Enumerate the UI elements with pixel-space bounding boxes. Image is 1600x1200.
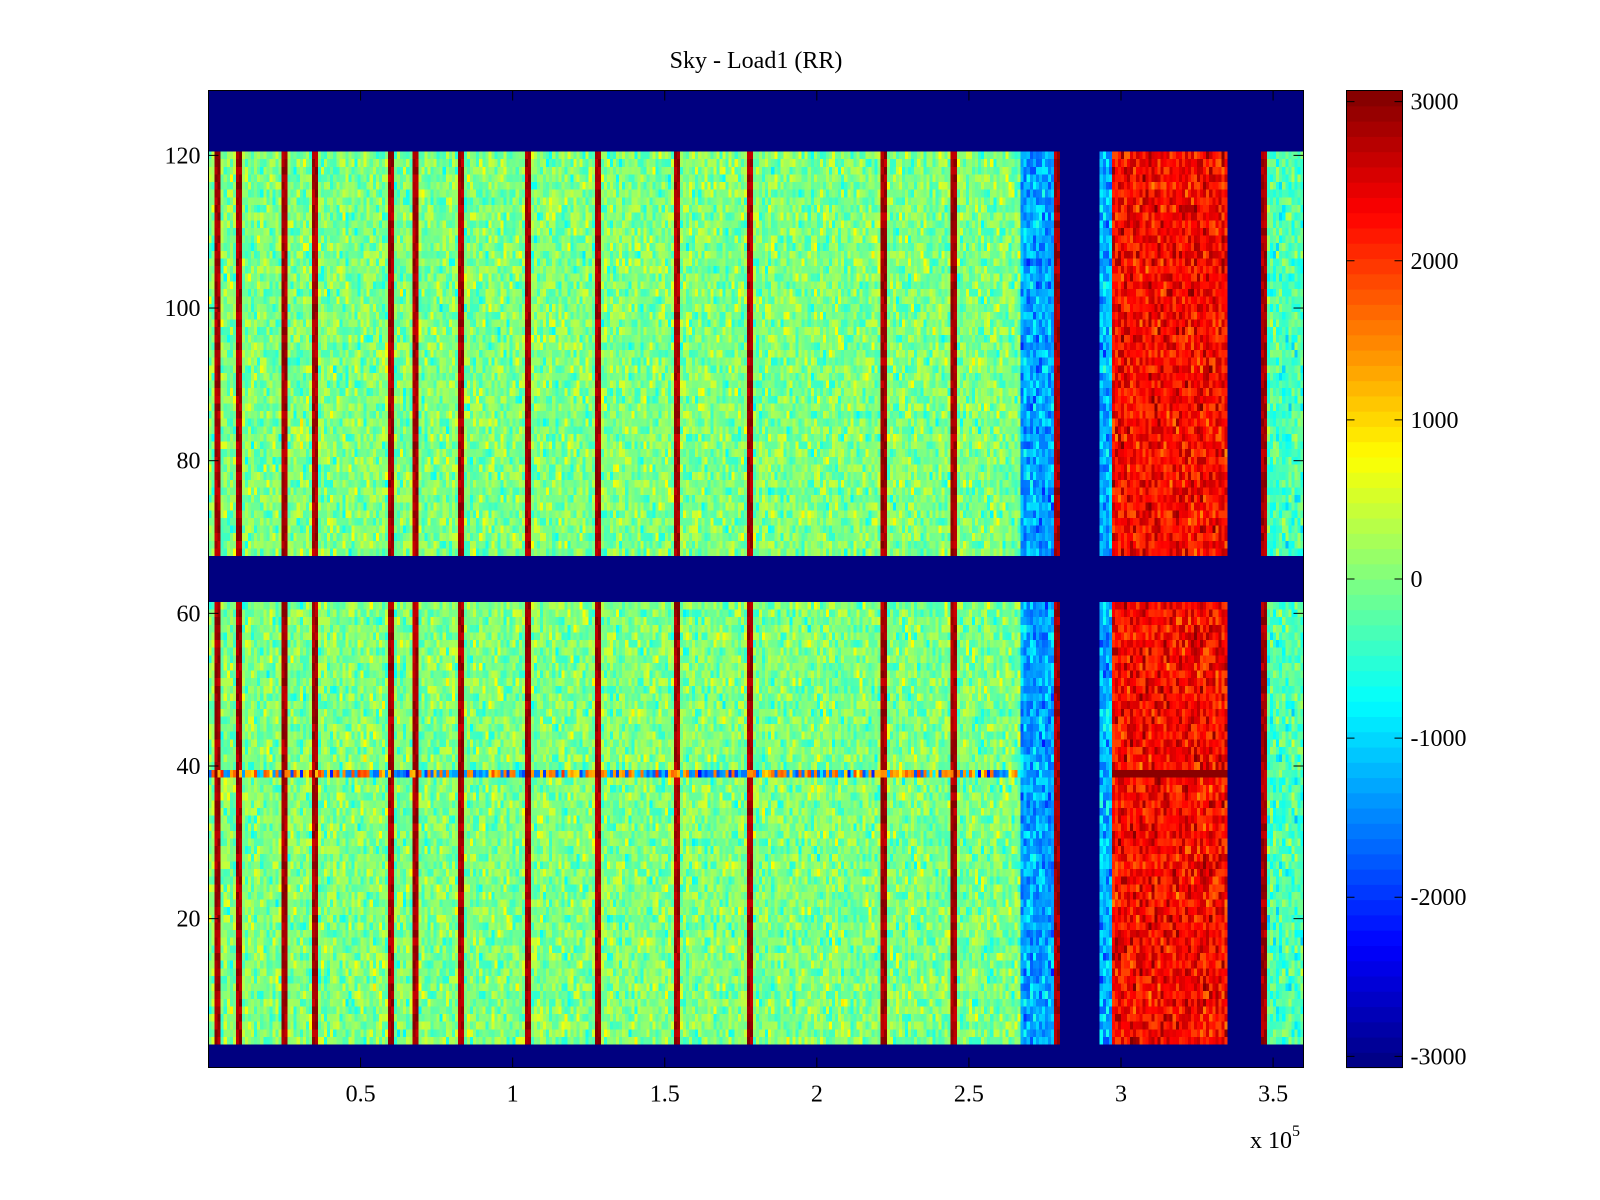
colorbar-swatch — [1346, 166, 1403, 183]
heatmap-cells — [208, 90, 1304, 1068]
colorbar-swatch — [1346, 548, 1403, 565]
colorbar-swatch — [1346, 334, 1403, 351]
colorbar-swatch — [1346, 746, 1403, 763]
colorbar-tick-label: 2000 — [1411, 249, 1459, 275]
colorbar-swatch — [1346, 441, 1403, 458]
colorbar-tick-label: 0 — [1411, 567, 1423, 593]
colorbar-swatch — [1346, 380, 1403, 397]
colorbar-swatch — [1346, 426, 1403, 443]
colorbar-swatch — [1346, 823, 1403, 840]
colorbar-swatch — [1346, 899, 1403, 916]
colorbar-swatch — [1346, 273, 1403, 290]
colorbar-swatch — [1346, 838, 1403, 855]
colorbar-swatch — [1346, 975, 1403, 992]
colorbar-swatch — [1346, 945, 1403, 962]
colorbar-swatch — [1346, 350, 1403, 366]
colorbar-swatch — [1346, 609, 1403, 626]
colorbar-tick-label: -2000 — [1411, 885, 1467, 911]
colorbar-swatch — [1346, 288, 1403, 305]
colorbar-swatch — [1346, 792, 1403, 809]
x-tick-label: 1 — [507, 1082, 519, 1108]
colorbar-swatch — [1346, 701, 1403, 717]
x-tick-label: 2.5 — [954, 1082, 984, 1108]
colorbar-swatch — [1346, 182, 1403, 198]
colorbar-swatch — [1346, 914, 1403, 931]
colorbar-swatch — [1346, 884, 1403, 901]
x-axis: 0.5 1 1.5 2 2.5 3 3.5 — [346, 90, 1288, 1108]
colorbar-swatch — [1346, 212, 1403, 229]
y-tick-label: 120 — [165, 143, 201, 169]
colorbar-swatch — [1346, 136, 1403, 153]
colorbar-tick-label: -3000 — [1411, 1044, 1467, 1070]
colorbar-swatch — [1346, 365, 1403, 382]
colorbar-swatch — [1346, 258, 1403, 275]
x-multiplier-exponent: 5 — [1292, 1123, 1300, 1140]
chart-title: Sky - Load1 (RR) — [670, 48, 843, 74]
colorbar-swatch — [1346, 502, 1403, 519]
colorbar-swatch — [1346, 624, 1403, 641]
x-tick-label: 1.5 — [650, 1082, 680, 1108]
colorbar-ticks: 3000 2000 1000 0 -1000 -2000 -3000 — [1346, 90, 1467, 1070]
colorbar-swatch — [1346, 105, 1403, 122]
y-tick-label: 20 — [177, 907, 201, 933]
y-tick-label: 60 — [177, 601, 201, 627]
colorbar-swatch — [1346, 594, 1403, 611]
y-tick-label: 100 — [165, 296, 201, 322]
colorbar-swatch — [1346, 716, 1403, 733]
colorbar-swatch — [1346, 487, 1403, 504]
colorbar-swatch — [1346, 991, 1403, 1008]
x-axis-multiplier: x 105 — [1250, 1123, 1300, 1154]
colorbar — [1346, 90, 1403, 1069]
colorbar-swatch — [1346, 1052, 1403, 1069]
colorbar-swatch — [1346, 731, 1403, 748]
colorbar-swatch — [1346, 685, 1403, 702]
colorbar-swatch — [1346, 670, 1403, 687]
colorbar-swatch — [1346, 319, 1403, 336]
colorbar-swatch — [1346, 930, 1403, 946]
colorbar-swatch — [1346, 411, 1403, 427]
y-tick-label: 40 — [177, 754, 201, 780]
colorbar-tick-label: 1000 — [1411, 408, 1459, 434]
colorbar-tick-label: 3000 — [1411, 90, 1459, 116]
colorbar-swatch — [1346, 640, 1403, 656]
y-axis: 20 40 60 80 100 120 — [165, 143, 1304, 933]
colorbar-swatch — [1346, 395, 1403, 412]
colorbar-swatch — [1346, 517, 1403, 534]
plot-frame — [208, 90, 1304, 1068]
y-tick-label: 80 — [177, 449, 201, 475]
x-tick-label: 3 — [1115, 1082, 1127, 1108]
colorbar-swatch — [1346, 1036, 1403, 1053]
colorbar-swatch — [1346, 579, 1403, 595]
colorbar-swatch — [1346, 121, 1403, 137]
colorbar-swatch — [1346, 472, 1403, 489]
colorbar-swatch — [1346, 960, 1403, 977]
colorbar-swatch — [1346, 1006, 1403, 1023]
colorbar-swatch — [1346, 456, 1403, 473]
colorbar-swatch — [1346, 533, 1403, 550]
colorbar-swatch — [1346, 90, 1403, 107]
x-tick-label: 2 — [811, 1082, 823, 1108]
colorbar-swatch — [1346, 151, 1403, 168]
colorbar-swatch — [1346, 197, 1403, 214]
colorbar-swatch — [1346, 762, 1403, 779]
colorbar-swatch — [1346, 655, 1403, 672]
colorbar-swatch — [1346, 777, 1403, 794]
colorbar-tick-label: -1000 — [1411, 726, 1467, 752]
colorbar-swatch — [1346, 869, 1403, 885]
colorbar-swatch — [1346, 563, 1403, 580]
colorbar-swatch — [1346, 807, 1403, 824]
x-multiplier-prefix: x 10 — [1250, 1128, 1292, 1154]
colorbar-swatch — [1346, 1021, 1403, 1038]
heatmap-image — [208, 90, 1304, 1068]
colorbar-swatch — [1346, 243, 1403, 260]
x-tick-label: 0.5 — [346, 1082, 376, 1108]
x-tick-label: 3.5 — [1258, 1082, 1288, 1108]
colorbar-swatch — [1346, 304, 1403, 321]
colorbar-swatch — [1346, 227, 1403, 244]
colorbar-swatch — [1346, 853, 1403, 870]
